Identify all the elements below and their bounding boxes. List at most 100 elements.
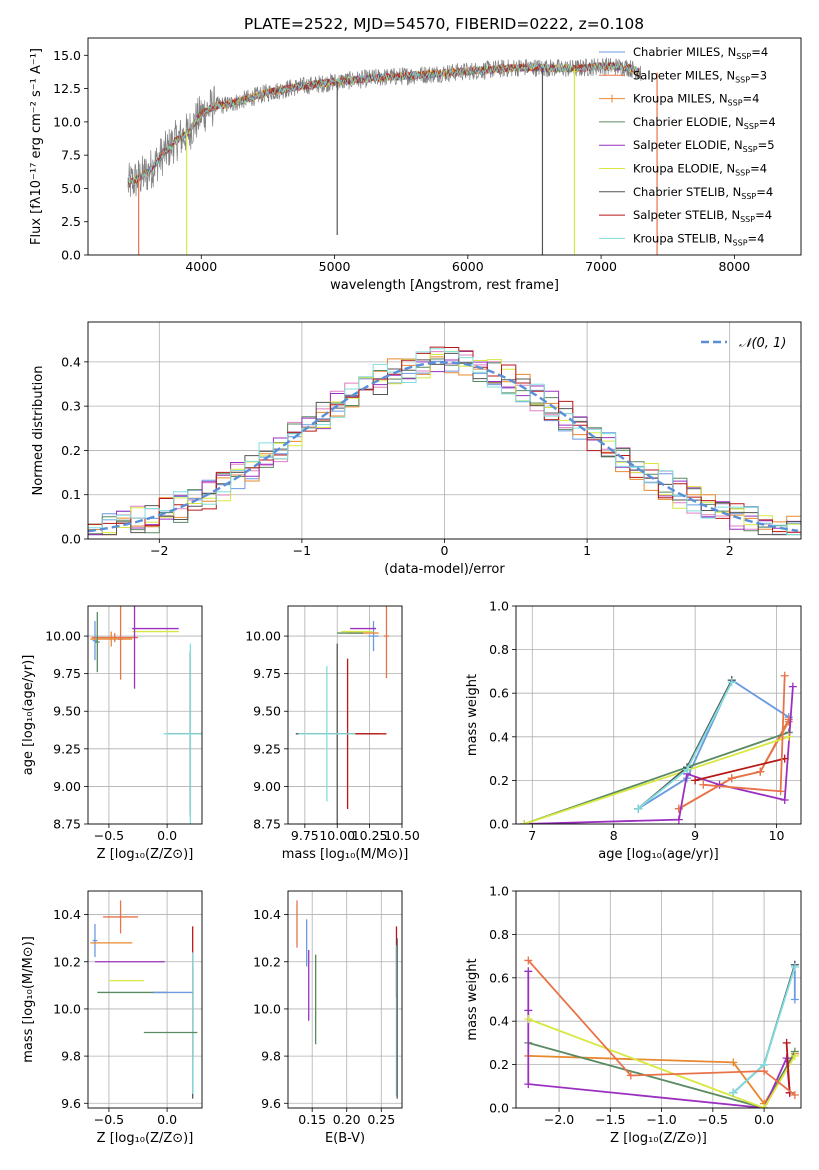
x-tick-label: 9 xyxy=(691,828,699,843)
weight-marker xyxy=(790,1051,799,1060)
errorbar-point xyxy=(163,643,202,824)
x-axis-label: Z [log₁₀(Z/Z⊙)] xyxy=(97,847,194,862)
x-tick-label: −0.5 xyxy=(94,1112,124,1127)
legend-entry: Chabrier ELODIE, NSSP=4 xyxy=(633,115,776,131)
y-tick-label: 9.00 xyxy=(53,779,81,794)
weight-marker xyxy=(727,678,736,687)
weight-marker xyxy=(524,1080,533,1089)
y-tick-label: 0.2 xyxy=(61,443,81,458)
weight-series-2 xyxy=(528,1042,796,1108)
x-tick-label: 0.25 xyxy=(367,1112,395,1127)
x-axis-label: Z [log₁₀(Z/Z⊙)] xyxy=(97,1131,194,1146)
weight-marker xyxy=(524,1006,533,1015)
x-tick-label: 10 xyxy=(769,828,785,843)
weight-marker xyxy=(784,732,793,741)
x-tick-label: −0.5 xyxy=(94,828,124,843)
x-axis-label: E(B-V) xyxy=(325,1131,365,1146)
y-axis-label: mass [log₁₀(M/M⊙)] xyxy=(21,936,36,1063)
weight-marker xyxy=(782,1038,791,1047)
spectrum-legend: Chabrier MILES, NSSP=4 Salpeter MILES, NS… xyxy=(599,45,776,247)
legend-entry: Salpeter ELODIE, NSSP=5 xyxy=(633,138,775,154)
errorbar-point xyxy=(118,606,123,680)
y-tick-label: 10.0 xyxy=(253,1001,281,1016)
weight-series-6 xyxy=(785,1042,791,1093)
y-tick-label: 0.0 xyxy=(489,1101,509,1116)
weight-marker xyxy=(788,682,797,691)
y-tick-label: 15.0 xyxy=(53,48,81,63)
weight-series-5 xyxy=(523,735,790,824)
weight-marker xyxy=(790,995,799,1004)
histogram-series-4 xyxy=(88,350,801,536)
y-tick-label: 1.0 xyxy=(489,599,509,614)
y-tick-label: 9.25 xyxy=(53,741,81,756)
weight-marker xyxy=(784,715,793,724)
age-vs-Z-panel: −0.5 0.0 8.75 9.00 9.25 9.50 9.75 10.00 Z [log₁₀… xyxy=(21,605,203,862)
weight-marker xyxy=(674,815,683,824)
y-axis-label: mass weight xyxy=(465,958,480,1040)
legend-entry: Kroupa STELIB, NSSP=4 xyxy=(633,231,764,247)
axes-frame xyxy=(87,605,203,825)
x-tick-label: 0.0 xyxy=(754,1112,774,1127)
y-axis-label: Flux [fλ10⁻¹⁷ erg cm⁻² s⁻¹ A⁻¹] xyxy=(29,48,44,245)
x-tick-label: 5000 xyxy=(319,259,351,274)
age-vs-Z-plot-area xyxy=(90,606,202,824)
legend-entry: Salpeter STELIB, NSSP=4 xyxy=(633,208,772,224)
weight-series-4 xyxy=(524,686,794,824)
axes-frame xyxy=(515,890,802,1109)
spectrum-panel: 4000 5000 6000 7000 8000 0.0 2.5 5.0 7.5 10.0 12.5… xyxy=(29,37,802,293)
y-tick-label: 0.3 xyxy=(61,399,81,414)
errorbar-point xyxy=(103,900,139,934)
y-tick-label: 8.75 xyxy=(253,817,281,832)
x-tick-label: −0.5 xyxy=(698,1112,728,1127)
histogram-series-8 xyxy=(88,348,801,536)
weight-marker xyxy=(634,804,643,813)
y-tick-label: 0.6 xyxy=(489,686,509,701)
x-tick-label: 0 xyxy=(441,543,449,558)
y-tick-label: 5.0 xyxy=(61,181,81,196)
y-tick-label: 9.75 xyxy=(253,666,281,681)
weight-marker xyxy=(683,765,691,774)
y-axis-label: mass weight xyxy=(465,674,480,756)
axes-frame xyxy=(515,605,802,825)
axes-frame xyxy=(87,890,203,1109)
y-tick-label: 10.00 xyxy=(245,629,281,644)
y-tick-label: 10.0 xyxy=(53,114,81,129)
y-axis-label: age [log₁₀(age/yr)] xyxy=(21,655,36,776)
weight-marker xyxy=(729,1058,738,1067)
y-tick-label: 10.0 xyxy=(53,1001,81,1016)
weight-marker xyxy=(520,820,529,824)
y-tick-label: 9.50 xyxy=(253,704,281,719)
weight-marker xyxy=(524,967,533,976)
x-tick-label: 10.00 xyxy=(319,828,355,843)
y-tick-label: 2.5 xyxy=(61,214,81,229)
y-tick-label: 0.4 xyxy=(61,354,81,369)
y-tick-label: 0.8 xyxy=(489,927,509,942)
figure-title: PLATE=2522, MJD=54570, FIBERID=0222, z=0… xyxy=(244,15,644,33)
weight-marker xyxy=(691,776,700,785)
errorbar-point xyxy=(92,621,98,661)
x-tick-label: 0.0 xyxy=(157,828,177,843)
x-tick-label: 4000 xyxy=(185,259,217,274)
x-tick-label: −1 xyxy=(293,543,311,558)
y-tick-label: 12.5 xyxy=(53,81,81,96)
y-tick-label: 0.8 xyxy=(489,642,509,657)
mass-vs-ebv-plot-area xyxy=(296,900,398,1099)
x-tick-label: 0.0 xyxy=(157,1112,177,1127)
x-tick-label: 8000 xyxy=(718,259,750,274)
y-tick-label: 9.75 xyxy=(53,666,81,681)
x-tick-label: −1.5 xyxy=(595,1112,625,1127)
errorbar-point xyxy=(298,666,356,802)
errorbar-point xyxy=(368,621,379,652)
y-tick-label: 9.6 xyxy=(61,1096,81,1111)
y-tick-label: 0.0 xyxy=(61,248,81,263)
model-spectrum-8 xyxy=(127,61,641,187)
weight-marker xyxy=(729,1088,738,1097)
y-tick-label: 0.1 xyxy=(61,487,81,502)
x-tick-label: 10.50 xyxy=(384,828,420,843)
y-tick-label: 1.0 xyxy=(489,884,509,899)
weight-marker xyxy=(780,796,789,805)
errorbar-point xyxy=(94,612,100,673)
weight-marker xyxy=(780,671,789,680)
y-tick-label: 9.6 xyxy=(261,1096,281,1111)
x-tick-label: 8 xyxy=(610,828,618,843)
